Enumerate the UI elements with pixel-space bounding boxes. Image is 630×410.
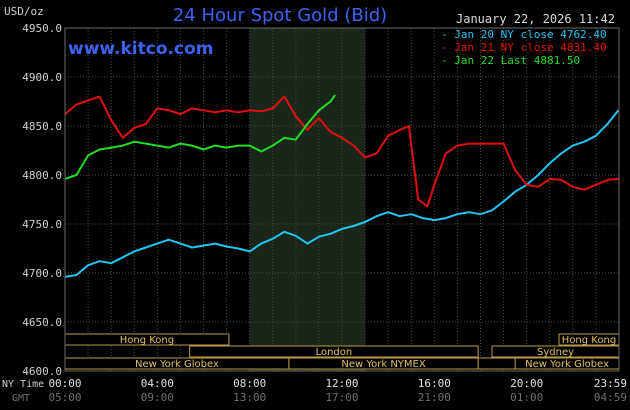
y-tick-label: 4700.0 [22,267,62,280]
legend-entry: - Jan 21 NY close 4831.40 [441,41,607,54]
x-tick-label-ny: 23:59 [594,377,627,390]
y-tick-label: 4950.0 [22,22,62,35]
shaded-trading-window [249,28,366,371]
session-label: London [316,347,353,358]
series-line-1 [64,95,619,208]
plot-frame [64,27,620,372]
chart-title: 24 Hour Spot Gold (Bid) [173,5,387,26]
legend-entry: - Jan 22 Last 4881.50 [441,54,580,67]
x-tick-label-ny: 04:00 [141,377,174,390]
series-line-2 [64,94,336,180]
x-axis-label-gmt: GMT [12,393,30,404]
x-tick-label-gmt: 09:00 [141,391,174,404]
x-tick-label-ny: 16:00 [418,377,451,390]
legend: - Jan 20 NY close 4762.40- Jan 21 NY clo… [441,28,607,67]
y-tick-label: 4750.0 [22,218,62,231]
price-series [64,94,620,278]
y-tick-label: 4650.0 [22,316,62,329]
y-tick-label: 4900.0 [22,71,62,84]
website-label: www.kitco.com [68,39,213,59]
y-tick-label: 4850.0 [22,120,62,133]
x-tick-label-ny: 00:00 [48,377,81,390]
session-label: Sydney [537,347,574,358]
session-label: Hong Kong [120,335,174,346]
legend-entry: - Jan 20 NY close 4762.40 [441,28,607,41]
x-tick-label-gmt: 01:00 [510,391,543,404]
x-axis-label-ny: NY Time [2,379,44,390]
x-tick-label-ny: 20:00 [510,377,543,390]
y-tick-label: 4600.0 [22,365,62,378]
timestamp: January 22, 2026 11:42 [456,12,615,26]
unit-label: USD/oz [4,5,44,18]
session-label: Hong Kong [562,335,616,346]
x-tick-label-gmt: 21:00 [418,391,451,404]
session-label: New York Globex [135,359,219,370]
y-axis-ticks: 4950.0 4900.0 4850.0 4800.0 4750.0 4700.0 4650… [22,22,62,378]
session-label: New York Globex [525,359,609,370]
y-tick-label: 4800.0 [22,169,62,182]
x-tick-label-gmt: 04:59 [594,391,627,404]
x-tick-label-ny: 12:00 [325,377,358,390]
x-tick-label-gmt: 17:00 [325,391,358,404]
session-box [189,345,479,358]
x-tick-label-ny: 08:00 [233,377,266,390]
x-tick-label-gmt: 13:00 [233,391,266,404]
session-label: New York NYMEX [341,359,426,370]
market-sessions: Hong Kong London New York Globex New York N… [64,333,620,370]
x-tick-label-gmt: 05:00 [48,391,81,404]
